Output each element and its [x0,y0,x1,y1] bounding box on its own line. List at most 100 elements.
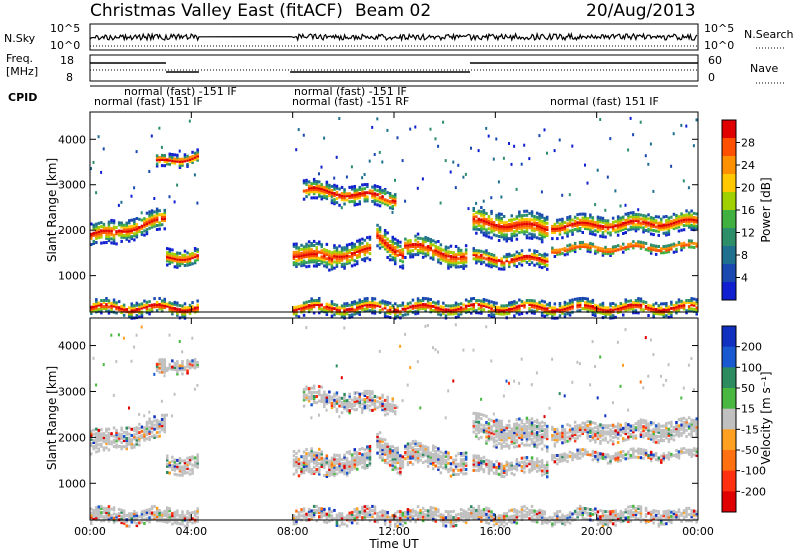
echo-cell [566,232,569,236]
echo-cell [193,261,197,265]
echo-cell [163,358,166,362]
echo-cell [533,311,536,315]
echo-cell [394,516,397,520]
echo-cell [692,220,696,223]
echo-cell [520,303,524,307]
echo-cell [307,509,311,513]
echo-cell [366,504,369,508]
echo-cell [163,164,166,168]
echo-cell [454,303,458,307]
echo-cell [388,250,392,254]
echo-cell [429,453,432,457]
echo-cell [168,262,171,265]
echo-cell [416,505,420,509]
echo-cell [363,191,367,195]
echo-cell [490,224,493,228]
echo-cell [406,442,410,446]
echo-cell [381,446,384,450]
echo-cell [543,264,546,268]
echo-cell [110,218,113,222]
echo-cell [363,183,367,187]
echo-cell [95,508,98,511]
echo-cell [318,451,321,455]
echo-cell [444,467,448,471]
echo-cell [502,308,506,312]
echo-cell [140,312,144,316]
echo-cell [350,301,354,304]
echo-cell [312,459,316,463]
echo-cell [657,227,660,231]
echo-cell [530,226,534,230]
echo-cell [112,304,116,308]
echo-cell [571,300,574,304]
echo-cell [543,216,546,220]
echo-cell [581,243,584,246]
echo-cell [133,435,136,439]
echo-cell [312,504,316,508]
echo-cell [399,344,402,348]
echo-cell [482,199,485,203]
echo-cell [381,307,384,311]
echo-cell [586,181,589,185]
echo-cell [538,233,541,237]
cpid-segment: normal (fast) -151 RF [292,95,409,108]
echo-cell [328,461,331,465]
echo-cell [594,314,597,317]
echo-cell [515,311,519,315]
echo-cell [624,304,627,308]
echo-cell [457,265,460,269]
echo-cell [115,519,118,523]
echo-cell [166,464,169,468]
echo-cell [128,514,131,518]
echo-cell [97,225,101,229]
echo-cell [340,396,344,400]
echo-cell [315,461,318,465]
echo-cell [323,461,326,465]
echo-cell [148,216,151,220]
echo-cell [318,258,321,262]
echo-cell [325,521,329,524]
echo-cell [462,309,465,313]
echo-cell [107,511,111,515]
echo-cell [459,306,463,310]
echo-cell [305,244,308,248]
echo-cell [188,511,192,515]
echo-cell [340,206,343,210]
echo-cell [292,263,296,267]
echo-cell [100,233,103,237]
echo-cell [432,444,435,448]
echo-cell [399,454,402,458]
echo-cell [378,300,382,304]
echo-cell [394,406,397,410]
echo-cell [356,453,359,457]
echo-cell [115,311,118,315]
echo-cell [363,466,367,470]
echo-cell [457,163,460,167]
echo-cell [153,423,156,427]
echo-cell [513,306,516,310]
echo-cell [145,302,149,306]
echo-cell [444,416,447,420]
echo-cell [432,454,435,458]
echo-cell [353,514,356,518]
echo-cell [581,240,584,244]
echo-cell [381,395,384,399]
echo-cell [328,194,331,197]
echo-cell [186,361,189,365]
echo-cell [188,472,192,476]
echo-cell [639,240,643,244]
echo-cell [416,450,420,454]
echo-cell [406,249,410,253]
echo-cell [330,471,334,474]
echo-cell [145,433,149,437]
echo-cell [533,223,536,227]
echo-cell [128,438,131,442]
echo-cell [110,442,113,446]
echo-cell [490,300,493,304]
echo-cell [386,301,389,304]
echo-cell [540,213,544,217]
echo-cell [449,520,453,524]
echo-cell [685,309,688,313]
echo-cell [181,350,184,354]
echo-cell [325,242,329,246]
